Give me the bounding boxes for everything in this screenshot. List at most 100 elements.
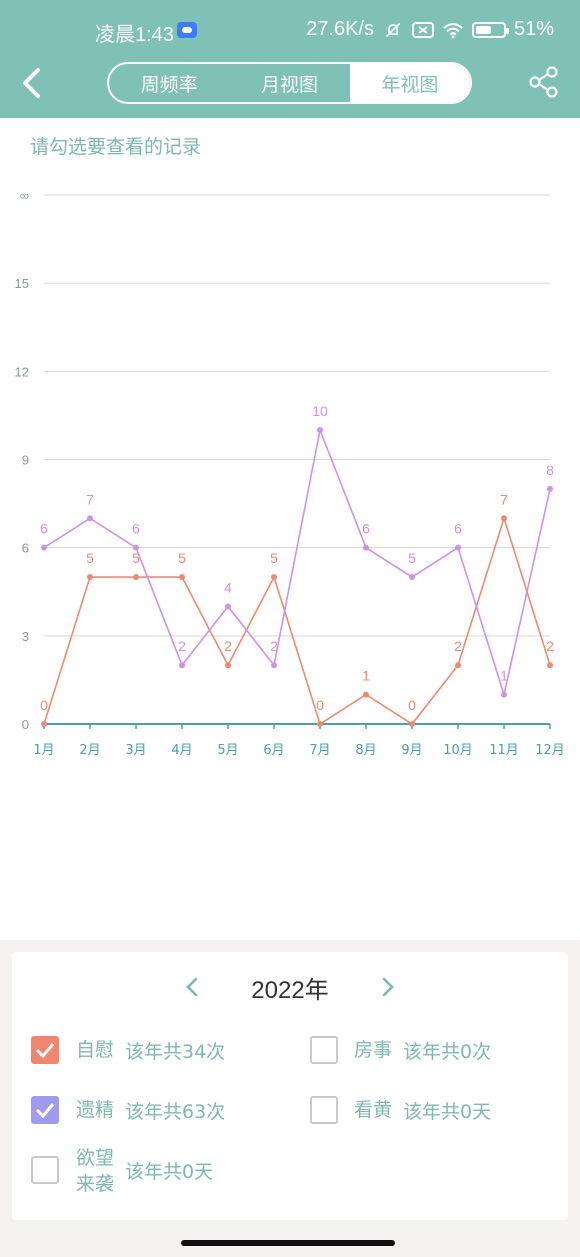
x-tick-label: 3月 [125, 743, 146, 758]
data-point [133, 574, 139, 581]
share-button[interactable] [528, 66, 560, 98]
data-point [87, 574, 93, 581]
x-tick-label: 4月 [171, 743, 192, 758]
data-point [409, 574, 415, 581]
data-point [501, 691, 507, 698]
net-speed: 27.6K/s [306, 18, 374, 40]
data-label: 4 [224, 579, 232, 595]
check-icon [35, 1103, 55, 1119]
x-tick-label: 10月 [443, 743, 473, 758]
data-label: 1 [500, 668, 508, 684]
data-label: 10 [312, 403, 328, 419]
selection-prompt: 请勾选要查看的记录 [30, 136, 202, 158]
x-tick-label: 9月 [401, 743, 422, 758]
option-label-desire-line1: 欲望 [76, 1147, 115, 1169]
data-label: 6 [132, 521, 140, 537]
y-tick-label: ∞ [20, 188, 29, 203]
data-point [455, 544, 461, 551]
tab-monthly[interactable]: 月视图 [260, 73, 318, 96]
data-point [363, 691, 369, 698]
data-label: 7 [86, 491, 94, 507]
data-label: 0 [40, 697, 48, 713]
checkbox-intercourse[interactable] [310, 1036, 338, 1064]
data-point [87, 515, 93, 522]
data-point [41, 544, 47, 551]
data-label: 5 [270, 550, 278, 566]
data-label: 6 [454, 521, 462, 537]
data-point [271, 662, 277, 669]
tab-weekly[interactable]: 周频率 [140, 73, 198, 96]
data-label: 2 [546, 638, 554, 654]
option-label-desire-line2: 来袭 [76, 1173, 115, 1195]
next-year-button[interactable] [378, 972, 398, 1002]
option-count-masturbation: 该年共34次 [125, 1041, 226, 1063]
data-label: 0 [316, 697, 324, 713]
data-point [547, 662, 553, 669]
sim-x-icon [411, 21, 434, 38]
data-label: 7 [500, 491, 508, 507]
app-header: 凌晨1:43 27.6K/s 51% 周频率 月视 [0, 0, 580, 118]
prev-year-button[interactable] [182, 972, 202, 1002]
data-point [179, 574, 185, 581]
data-label: 5 [178, 550, 186, 566]
series-line-1 [43, 427, 551, 698]
x-tick-label: 5月 [217, 743, 238, 758]
tab-yearly[interactable]: 年视图 [349, 64, 470, 102]
checkbox-desire[interactable] [31, 1156, 59, 1184]
view-tabs: 周频率 月视图 年视图 [107, 62, 472, 104]
checkbox-emission[interactable] [31, 1096, 59, 1124]
data-label: 0 [408, 697, 416, 713]
data-point [225, 603, 231, 610]
data-point [317, 427, 323, 434]
data-point [363, 544, 369, 551]
data-label: 1 [362, 668, 370, 684]
option-label-porn: 看黄 [354, 1099, 393, 1121]
data-point [501, 515, 507, 522]
year-label: 2022年 [251, 977, 329, 1004]
data-label: 8 [546, 462, 554, 478]
data-label: 5 [132, 550, 140, 566]
option-label-intercourse: 房事 [354, 1039, 393, 1061]
y-tick-label: 6 [22, 541, 29, 556]
record-filter-panel [12, 952, 568, 1220]
data-point [271, 574, 277, 581]
option-label-masturbation: 自慰 [76, 1039, 115, 1061]
y-tick-label: 12 [15, 364, 29, 379]
series-line-0 [43, 515, 551, 726]
x-tick-label: 1月 [33, 743, 54, 758]
checkbox-porn[interactable] [310, 1096, 338, 1124]
option-label-emission: 遗精 [76, 1099, 115, 1121]
data-label: 5 [86, 550, 94, 566]
y-tick-label: 15 [15, 276, 29, 291]
data-point [225, 662, 231, 669]
data-point [133, 544, 139, 551]
checkbox-masturbation[interactable] [31, 1036, 59, 1064]
data-point [317, 721, 323, 727]
x-tick-label: 7月 [309, 743, 330, 758]
data-label: 2 [178, 638, 186, 654]
x-tick-label: 11月 [489, 743, 519, 758]
data-point [455, 662, 461, 669]
data-label: 2 [224, 638, 232, 654]
data-point [179, 662, 185, 669]
data-point [41, 721, 47, 727]
x-tick-label: 8月 [355, 743, 376, 758]
status-time: 凌晨1:43 [95, 24, 174, 46]
data-label: 2 [454, 638, 462, 654]
status-right: 27.6K/s 51% [306, 18, 554, 41]
x-tick-label: 12月 [535, 743, 565, 758]
cloud-icon [177, 22, 197, 38]
y-tick-label: 9 [22, 453, 29, 468]
battery-icon [471, 21, 509, 38]
x-tick-label: 6月 [263, 743, 284, 758]
status-bar: 凌晨1:43 27.6K/s 51% [0, 0, 580, 60]
home-indicator [181, 1240, 395, 1246]
check-icon [35, 1043, 55, 1059]
wifi-icon [443, 22, 463, 38]
option-count-emission: 该年共63次 [125, 1101, 226, 1123]
mute-bell-icon [385, 22, 401, 37]
back-button[interactable] [18, 67, 46, 99]
data-point [409, 721, 415, 727]
data-label: 6 [362, 521, 370, 537]
option-count-desire: 该年共0天 [125, 1161, 214, 1183]
